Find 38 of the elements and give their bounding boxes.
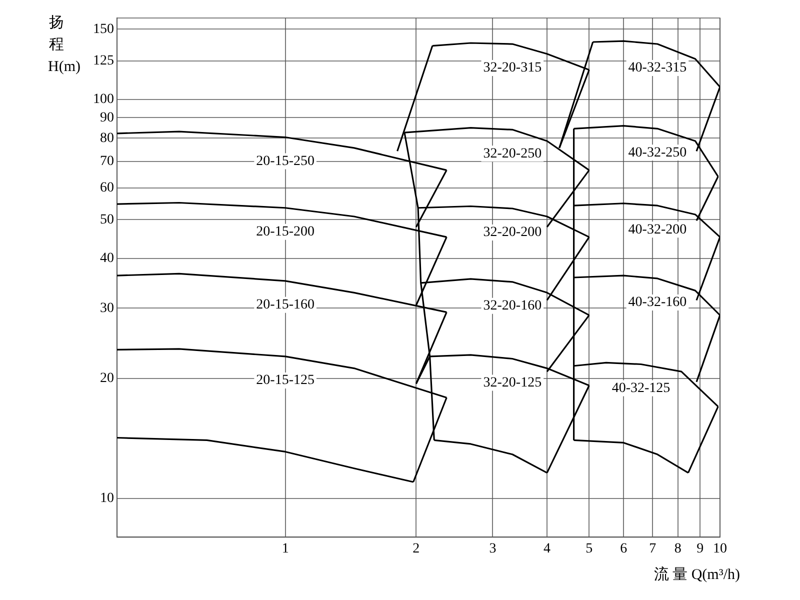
series-label: 32-20-125 — [483, 375, 542, 390]
y-tick-label: 80 — [100, 130, 114, 146]
series-label: 20-15-160 — [256, 298, 314, 313]
y-tick-label: 10 — [100, 491, 114, 506]
series-label: 20-15-125 — [256, 373, 314, 388]
x-tick-label: 5 — [586, 541, 593, 556]
series-label: 32-20-160 — [483, 298, 542, 314]
x-tick-label: 6 — [620, 541, 628, 556]
series-label: 40-32-160 — [628, 295, 687, 310]
y-tick-label: 150 — [93, 22, 114, 37]
series-label: 32-20-315 — [483, 60, 542, 76]
series-label: 20-15-200 — [256, 224, 314, 240]
y-tick-label: 20 — [100, 371, 114, 386]
x-tick-label: 8 — [674, 541, 682, 556]
series-label: 20-15-250 — [256, 154, 314, 169]
y-tick-label: 40 — [100, 250, 114, 266]
x-tick-label: 9 — [696, 541, 704, 556]
y-tick-label: 90 — [100, 110, 114, 126]
y-tick-label: 50 — [100, 212, 114, 228]
y-tick-label: 100 — [93, 92, 114, 108]
x-axis-title: 流 量 Q(m³/h) — [654, 565, 740, 584]
x-tick-label: 1 — [282, 541, 289, 556]
series-label: 40-32-200 — [628, 222, 687, 238]
series-label: 40-32-315 — [628, 60, 687, 76]
y-axis-title: 扬程 H(m) — [48, 14, 80, 77]
series-label: 40-32-125 — [612, 380, 670, 396]
x-tick-label: 4 — [544, 541, 551, 556]
series-label: 40-32-250 — [628, 145, 687, 160]
series-label: 32-20-250 — [483, 146, 542, 162]
x-tick-label: 10 — [713, 541, 727, 556]
x-tick-label: 7 — [649, 541, 656, 556]
y-tick-label: 70 — [100, 154, 114, 169]
x-tick-label: 3 — [489, 541, 496, 556]
series-label: 32-20-200 — [483, 225, 542, 240]
y-tick-label: 125 — [93, 53, 114, 68]
y-tick-label: 60 — [100, 180, 114, 196]
x-tick-label: 2 — [412, 541, 420, 556]
y-tick-label: 30 — [100, 300, 114, 316]
